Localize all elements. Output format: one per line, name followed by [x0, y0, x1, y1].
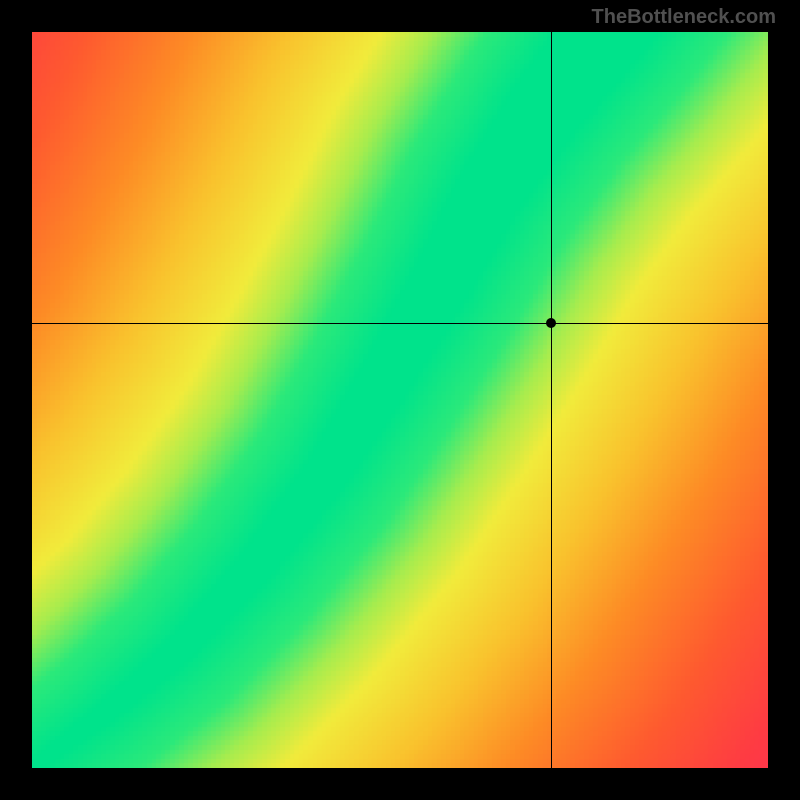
- crosshair-horizontal: [32, 323, 768, 324]
- watermark-text: TheBottleneck.com: [592, 6, 776, 29]
- selected-point: [546, 318, 556, 328]
- bottleneck-heatmap: [32, 32, 768, 768]
- chart-container: { "watermark": { "text": "TheBottleneck.…: [0, 0, 800, 800]
- crosshair-vertical: [551, 32, 552, 768]
- heatmap-canvas: [32, 32, 768, 768]
